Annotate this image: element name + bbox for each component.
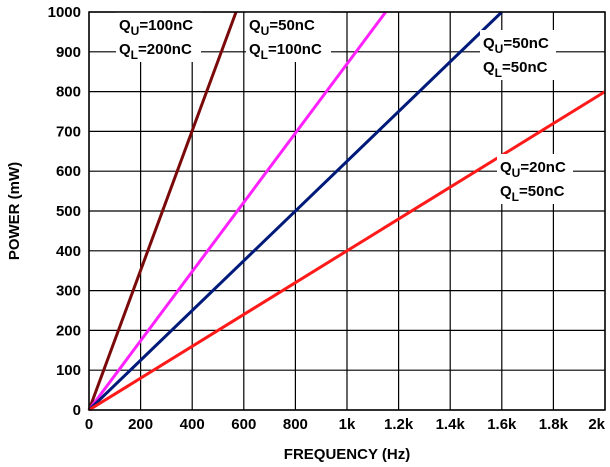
annotation-background [480, 30, 556, 80]
y-tick-label: 200 [56, 322, 81, 339]
annotation-lower: QL=200nC [119, 41, 192, 62]
x-tick-labels: 0 200 400 600 800 1k 1.2k 1.4k 1.6k 1.8k 2k [85, 416, 606, 433]
annotation-lower: QL=100nC [249, 41, 322, 62]
series-line-3 [87, 10, 503, 412]
x-tick-label: 1.8k [539, 416, 569, 433]
x-tick-label: 200 [128, 416, 153, 433]
annotation-lower: QL=50nC [500, 183, 565, 204]
y-tick-label: 500 [56, 203, 81, 220]
annotation-background [497, 154, 573, 204]
x-tick-label: 800 [283, 416, 308, 433]
series-line-1 [87, 11, 238, 411]
y-tick-label: 100 [56, 362, 81, 379]
annotation-background [116, 12, 201, 62]
y-tick-label: 400 [56, 243, 81, 260]
annotation-background [246, 12, 331, 62]
y-tick-label: 900 [56, 44, 81, 61]
annotations: QU=100nC QL=200nC QU=50nC QL=100nC QU=50nC QL… [116, 12, 573, 204]
x-tick-label: 1.2k [384, 416, 414, 433]
x-axis-label: FREQUENCY (Hz) [284, 446, 410, 463]
annotation-lower: QL=50nC [483, 59, 548, 80]
y-tick-label: 600 [56, 163, 81, 180]
y-tick-label: 700 [56, 123, 81, 140]
x-tick-label: 0 [85, 416, 93, 433]
x-tick-label: 1.4k [436, 416, 466, 433]
y-axis-label: POWER (mW) [6, 162, 23, 260]
y-tick-labels: 0 100 200 300 400 500 600 700 800 900 1000 [48, 4, 81, 419]
series-line-2 [87, 11, 387, 411]
x-tick-label: 1.6k [487, 416, 517, 433]
series-line-4 [88, 90, 606, 412]
series-lines [87, 10, 606, 412]
y-tick-label: 0 [73, 402, 81, 419]
y-tick-label: 1000 [48, 4, 81, 21]
x-tick-label: 1k [339, 416, 356, 433]
annotation-upper: QU=50nC [249, 17, 315, 38]
x-tick-label: 400 [180, 416, 205, 433]
annotation-upper: QU=20nC [500, 159, 566, 180]
annotation-upper: QU=50nC [483, 35, 549, 56]
x-tick-label: 600 [231, 416, 256, 433]
y-tick-label: 800 [56, 84, 81, 101]
y-tick-label: 300 [56, 283, 81, 300]
x-tick-label: 2k [588, 416, 605, 433]
plot-frame [88, 11, 606, 411]
annotation-upper: QU=100nC [119, 17, 193, 38]
